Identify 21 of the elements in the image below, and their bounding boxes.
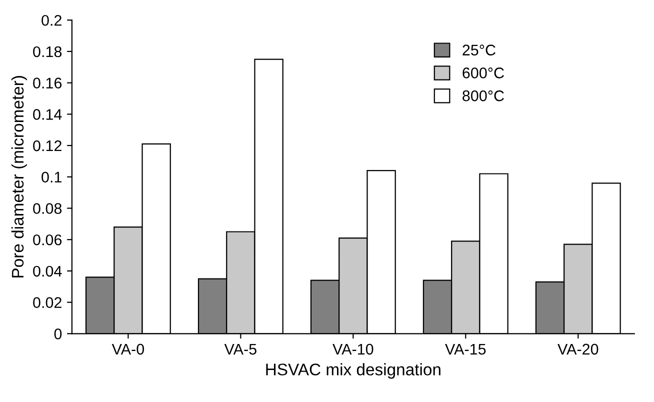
y-tick-label: 0.08 [33, 203, 62, 214]
y-tick-label: 0.18 [33, 46, 62, 58]
x-tick-label: VA-20 [558, 344, 598, 355]
y-tick-label: 0.16 [33, 78, 62, 88]
y-tick-label: 0.06 [33, 234, 62, 246]
legend-label: 600°C [462, 68, 504, 78]
y-tick-label: 0.02 [33, 297, 62, 308]
x-axis-title: HSVAC mix designation [266, 363, 440, 379]
y-tick-label: 0.14 [33, 109, 62, 120]
y-tick-label: 0.2 [42, 14, 62, 26]
y-axis-title: Pore diameter (micrometer) [11, 76, 27, 278]
x-tick-label: VA-10 [332, 344, 374, 355]
y-tick-label: 0.04 [33, 266, 62, 277]
y-tick-label: 0.12 [33, 140, 62, 152]
x-tick-label: VA-5 [224, 344, 256, 355]
x-tick-label: VA-15 [445, 344, 486, 355]
y-tick-label: 0 [54, 328, 62, 340]
y-tick-label: 0.1 [42, 172, 62, 183]
legend-label: 25°C [462, 44, 496, 56]
legend-label: 800°C [462, 90, 504, 102]
x-tick-label: VA-0 [112, 344, 144, 355]
